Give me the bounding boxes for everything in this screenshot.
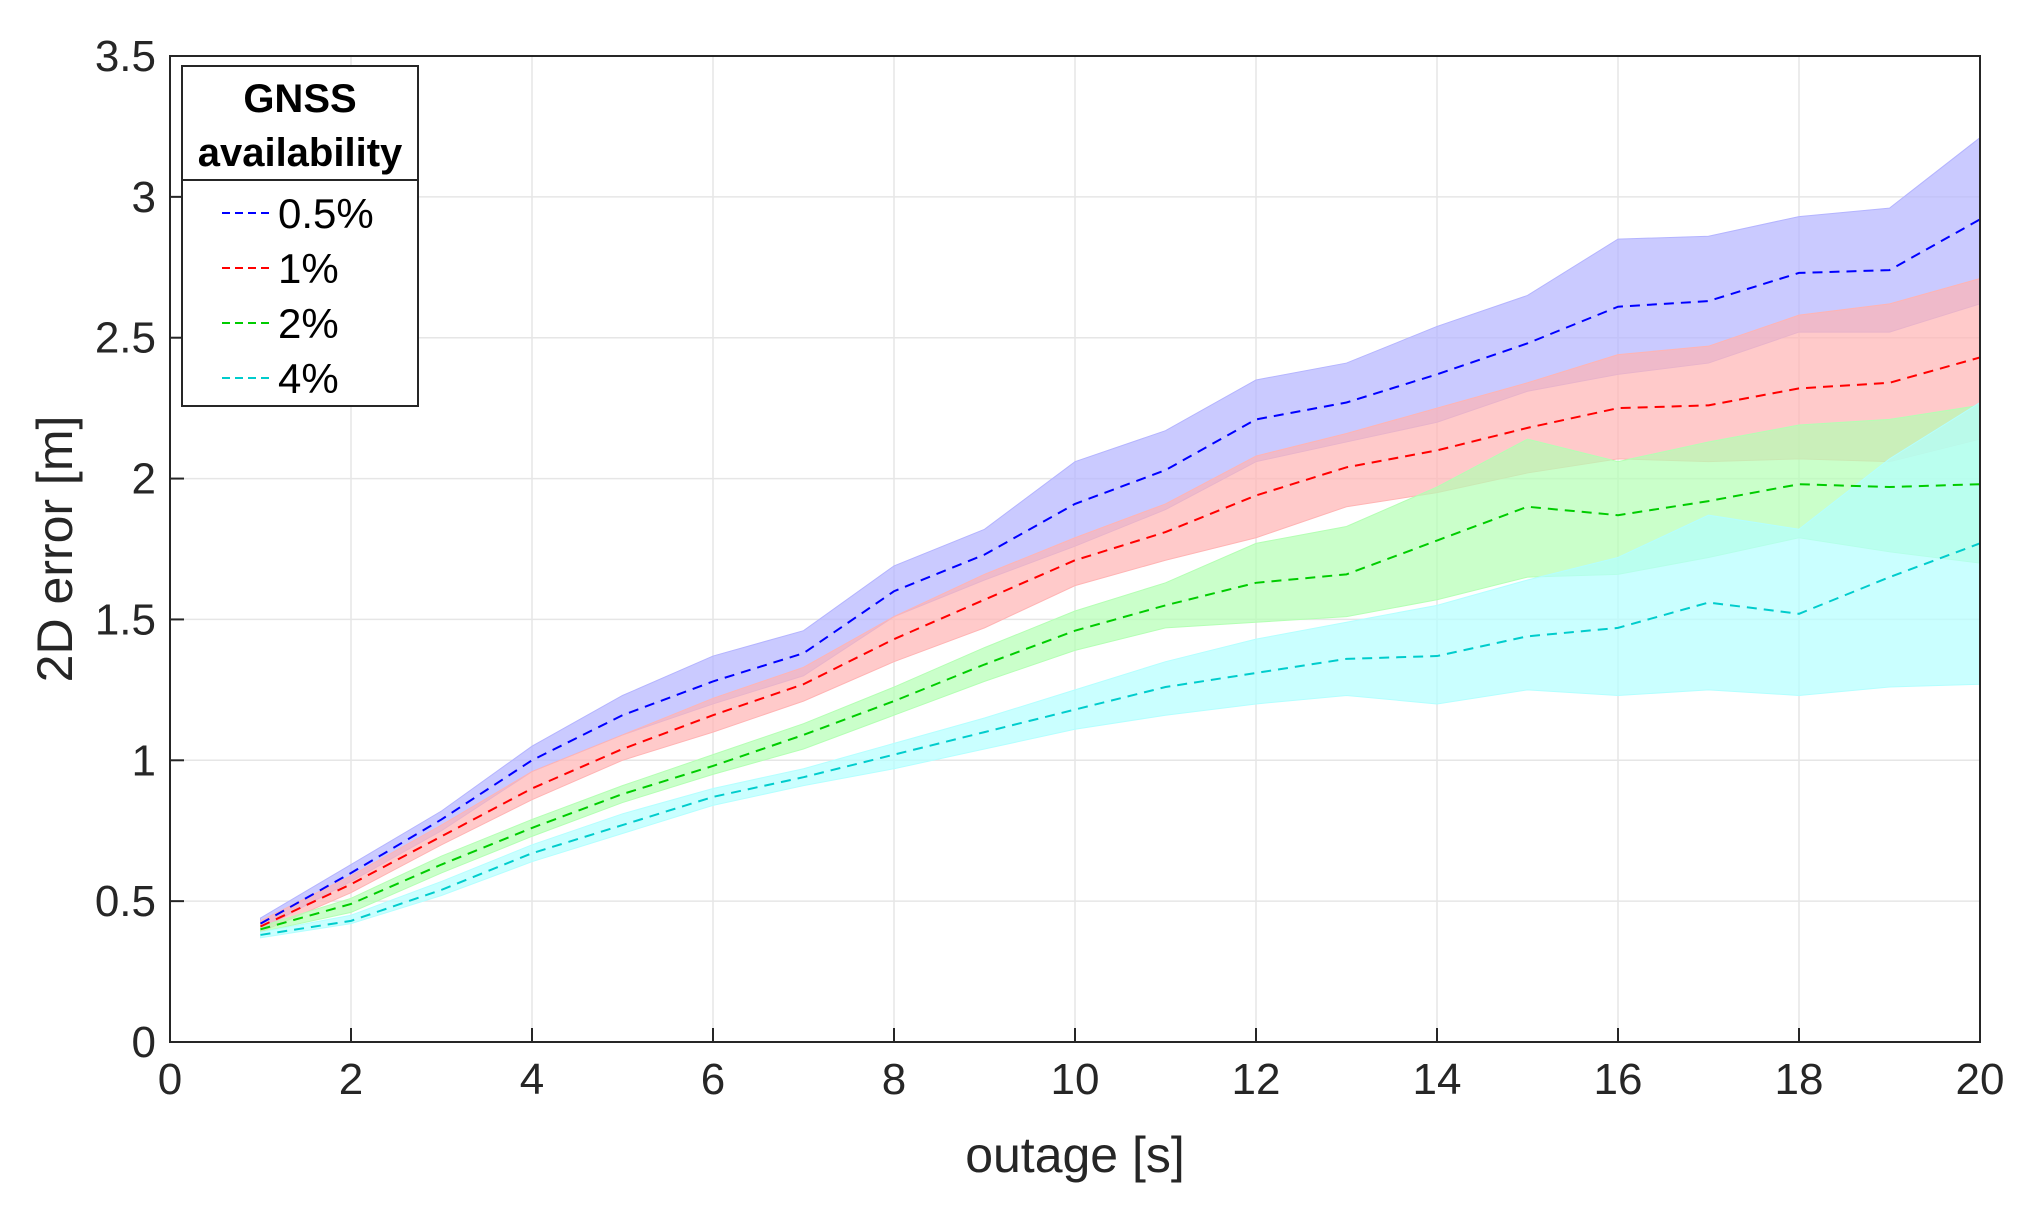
x-tick-label: 12 — [1232, 1055, 1281, 1104]
y-tick-label: 3 — [132, 173, 156, 222]
y-tick-label: 2.5 — [95, 314, 156, 363]
y-tick-label: 1.5 — [95, 595, 156, 644]
legend-items: 0.5% 1% 2% 4% — [222, 190, 374, 402]
legend-label: 2% — [278, 300, 339, 347]
x-tick-label: 2 — [339, 1055, 363, 1104]
x-axis-label: outage [s] — [965, 1127, 1185, 1183]
legend-item-2pct: 2% — [222, 300, 339, 347]
series-lines — [260, 218, 1981, 936]
y-axis-ticks: 0 0.5 1 1.5 2 2.5 3 3.5 — [95, 32, 184, 1067]
legend-item-4pct: 4% — [222, 355, 339, 402]
y-axis-label: 2D error [m] — [27, 416, 83, 683]
legend-item-0p5pct: 0.5% — [222, 190, 374, 237]
y-tick-label: 0.5 — [95, 877, 156, 926]
y-tick-label: 2 — [132, 455, 156, 504]
x-tick-label: 4 — [520, 1055, 544, 1104]
legend-item-1pct: 1% — [222, 245, 339, 292]
x-axis-ticks: 0 2 4 6 8 10 12 14 16 18 20 — [158, 1028, 2005, 1104]
y-tick-label: 0 — [132, 1018, 156, 1067]
x-tick-label: 0 — [158, 1055, 182, 1104]
x-tick-label: 10 — [1051, 1055, 1100, 1104]
legend-title-line-1: GNSS — [243, 77, 356, 121]
x-tick-label: 8 — [882, 1055, 906, 1104]
legend-box — [181, 65, 419, 407]
legend-label: 1% — [278, 245, 339, 292]
legend: GNSS availability 0.5% 1% 2% 4% — [181, 65, 419, 407]
y-tick-label: 3.5 — [95, 32, 156, 81]
legend-title-line-2: availability — [198, 131, 403, 175]
x-tick-label: 20 — [1956, 1055, 2005, 1104]
line-2pct — [260, 483, 1981, 931]
x-tick-label: 18 — [1775, 1055, 1824, 1104]
line-1pct — [260, 356, 1981, 928]
legend-label: 4% — [278, 355, 339, 402]
x-tick-label: 6 — [701, 1055, 725, 1104]
legend-label: 0.5% — [278, 190, 374, 237]
x-tick-label: 14 — [1413, 1055, 1462, 1104]
x-tick-label: 16 — [1594, 1055, 1643, 1104]
line-4pct — [260, 542, 1981, 936]
y-tick-label: 1 — [132, 736, 156, 785]
